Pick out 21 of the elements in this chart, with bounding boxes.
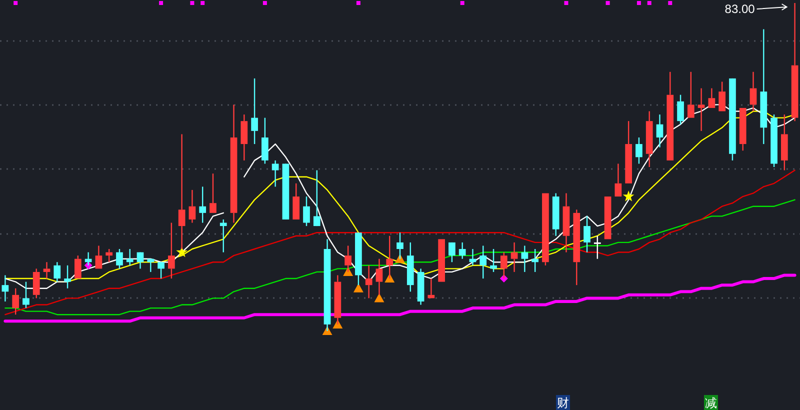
point <box>668 1 672 5</box>
point <box>353 283 364 292</box>
point <box>636 1 641 5</box>
point <box>622 190 634 202</box>
point <box>395 254 405 263</box>
point <box>356 1 360 5</box>
point <box>190 1 194 5</box>
point <box>159 1 164 5</box>
point <box>200 1 205 5</box>
point <box>343 266 354 276</box>
point <box>14 1 18 5</box>
annotation: 83.00 <box>724 2 756 16</box>
point <box>374 293 384 302</box>
point <box>176 246 188 258</box>
point <box>564 1 568 5</box>
point <box>647 1 652 5</box>
point <box>262 1 267 5</box>
point <box>460 1 464 5</box>
point <box>606 1 610 5</box>
text: 减 <box>705 396 717 410</box>
text: 财 <box>557 396 569 410</box>
